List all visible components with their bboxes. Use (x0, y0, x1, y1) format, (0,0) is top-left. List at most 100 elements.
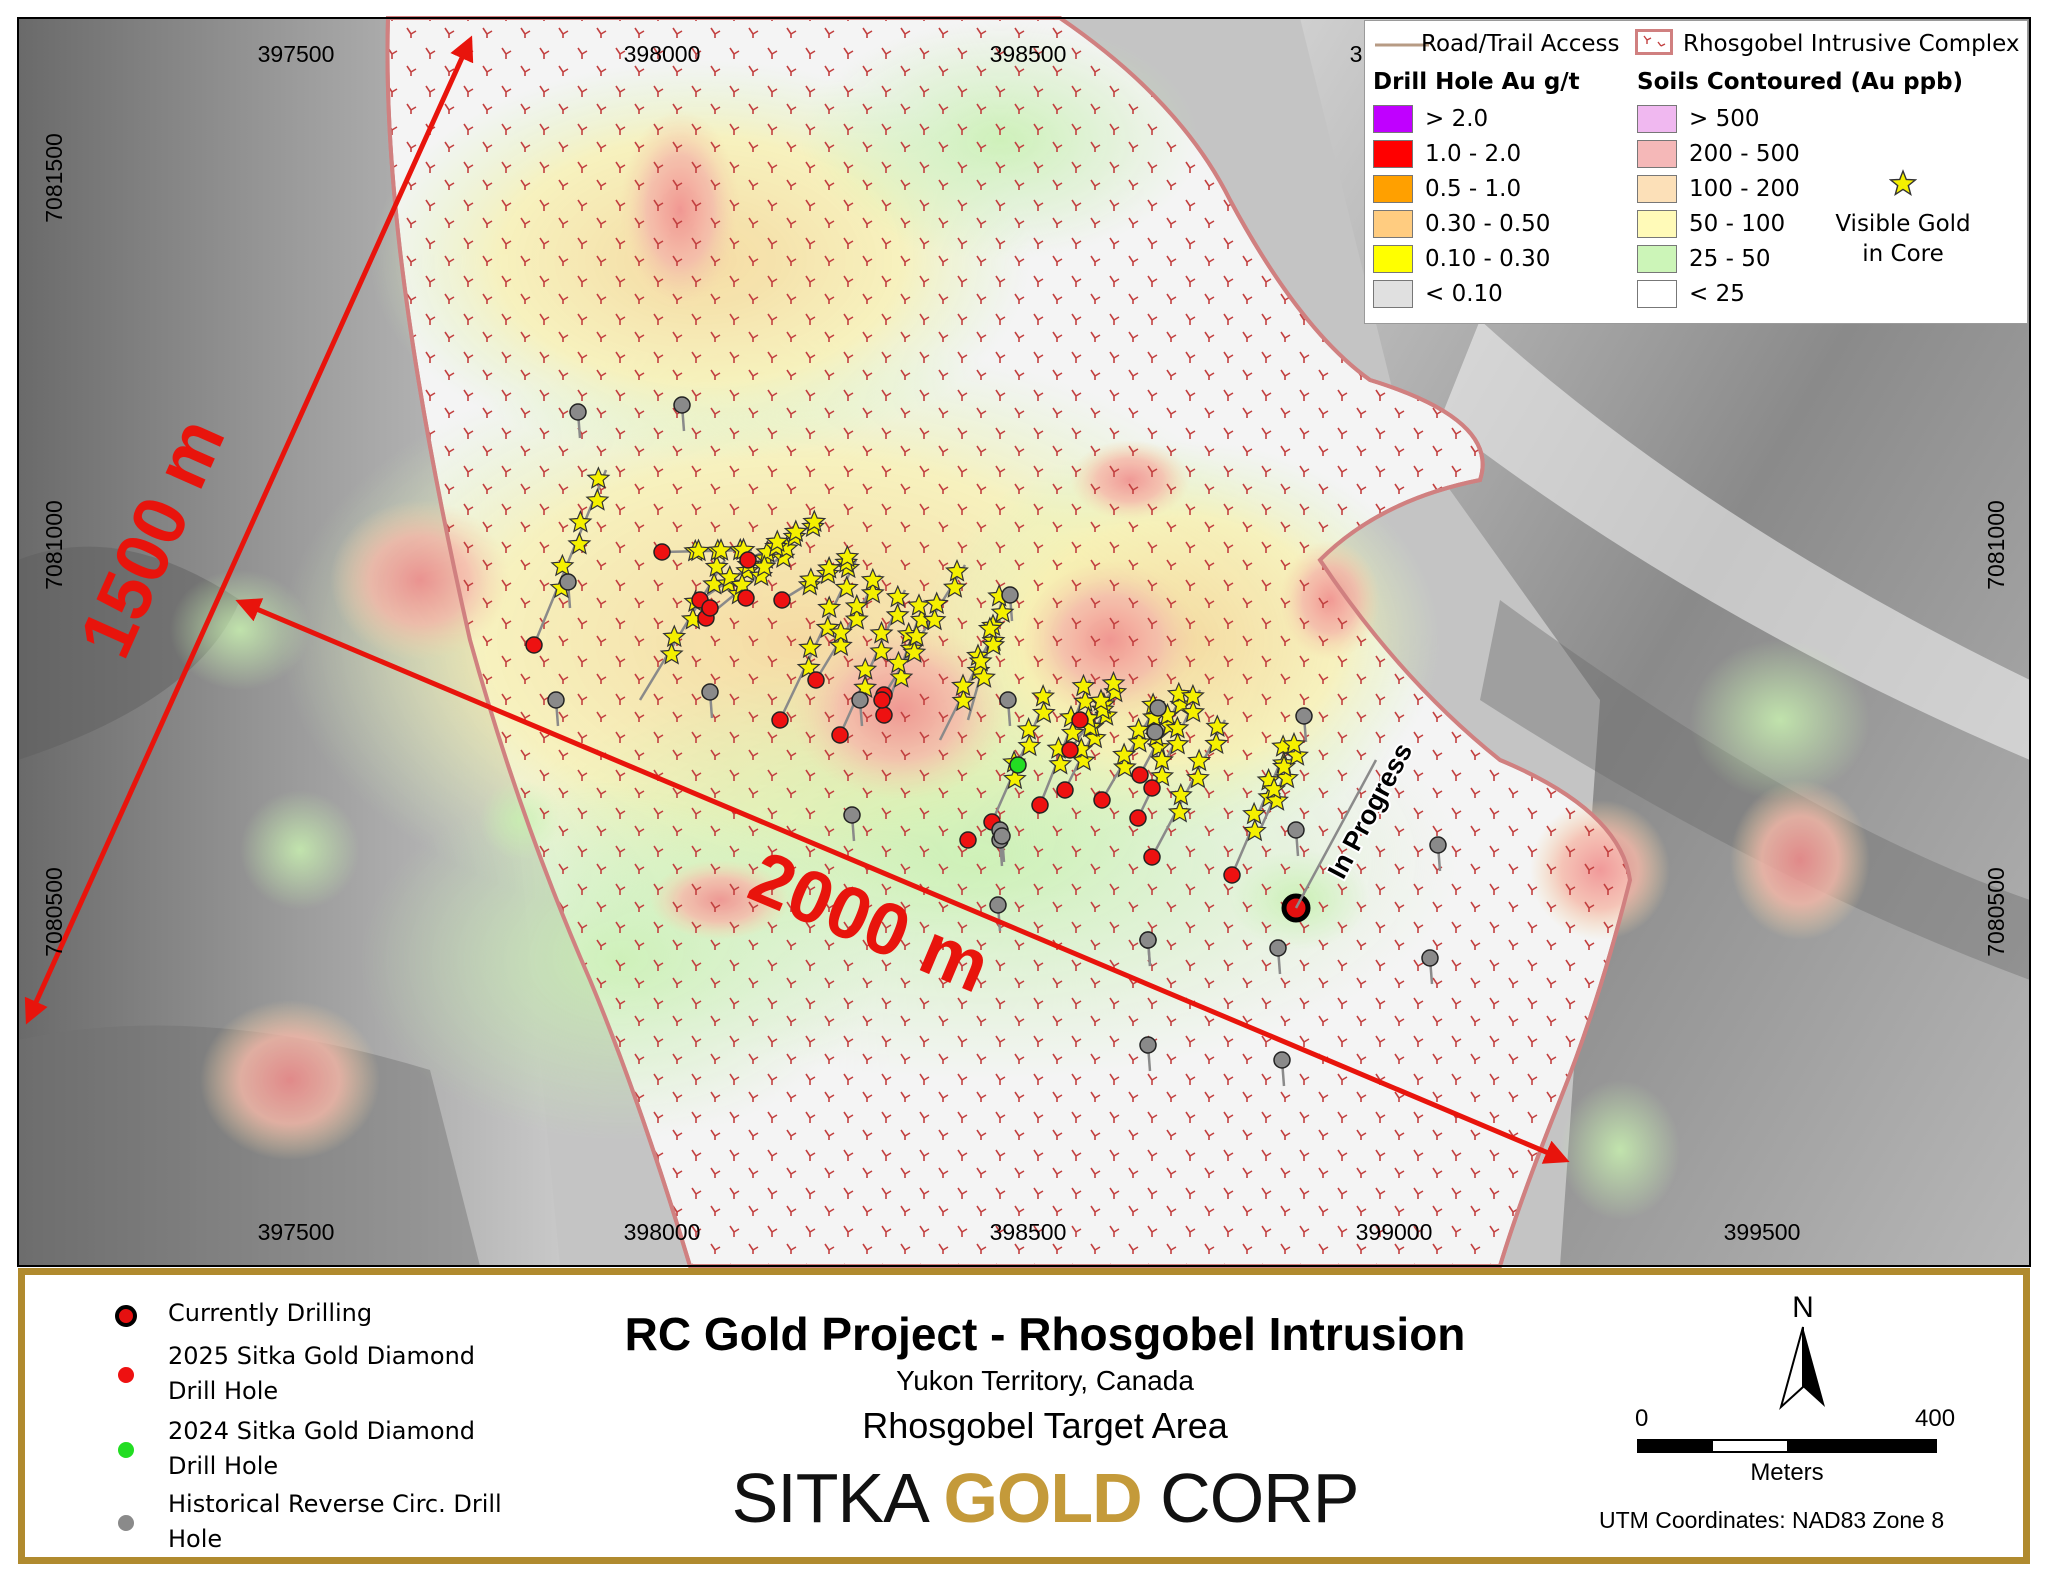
map-legend: Road/Trail Access Rhosgobel Intrusive Co… (1364, 20, 2028, 324)
sitka-gold-corp-logo: SITKA GOLD CORP (445, 1459, 1645, 1537)
left-tick-7081500: 7081500 (41, 133, 67, 223)
soil-class-label: > 500 (1689, 106, 1760, 132)
drill-class-label: 1.0 - 2.0 (1425, 141, 1522, 167)
drill-collar (771, 711, 789, 729)
drill-class-swatch (1373, 105, 1413, 133)
drill-collar (1093, 791, 1111, 809)
road-line-icon (1375, 43, 1429, 47)
map-border (17, 17, 2031, 1267)
legend-sitka-2025-line1: 2025 Sitka Gold Diamond (168, 1342, 476, 1370)
drill-class-label: > 2.0 (1425, 106, 1489, 132)
drill-collar (959, 831, 977, 849)
drill-class-swatch (1373, 280, 1413, 308)
drill-collar (1056, 781, 1074, 799)
top-tick-398000: 398000 (624, 41, 701, 67)
soil-class-swatch (1637, 280, 1677, 308)
drill-collar (1031, 796, 1049, 814)
drill-collar (831, 726, 849, 744)
left-tick-7080500: 7080500 (41, 867, 67, 957)
bottom-tick-399000: 399000 (1356, 1219, 1433, 1245)
distance-arrow-2000m (235, 598, 1570, 1164)
drill-collar (701, 599, 719, 617)
drill-collar (701, 683, 719, 701)
legend-road-label: Road/Trail Access (1421, 31, 1620, 57)
right-tick-7080500: 7080500 (1983, 867, 2009, 957)
bottom-tick-399500: 399500 (1724, 1219, 1801, 1245)
legend-sitka-2024-line1: 2024 Sitka Gold Diamond (168, 1417, 476, 1445)
left-tick-7081000: 7081000 (41, 500, 67, 590)
drill-collar (1149, 699, 1167, 717)
sitka-2024-symbol (118, 1442, 134, 1458)
north-label: N (1792, 1291, 1814, 1324)
soil-class-swatch (1637, 105, 1677, 133)
drill-collar (1071, 711, 1089, 729)
legend-historical-line1: Historical Reverse Circ. Drill (168, 1490, 502, 1518)
scale-bar (1637, 1439, 1937, 1453)
drill-collar (1131, 766, 1149, 784)
visible-gold-star (550, 553, 575, 577)
legend-sitka-2025-line2: Drill Hole (168, 1377, 279, 1405)
drill-collar (1143, 848, 1161, 866)
legend-soil-heading: Soils Contoured (Au ppb) (1637, 69, 1964, 95)
drill-collar (1009, 756, 1027, 774)
bottom-tick-398500: 398500 (990, 1219, 1067, 1245)
drill-collar (843, 806, 861, 824)
drill-class-swatch (1373, 210, 1413, 238)
right-tick-7081000: 7081000 (1983, 500, 2009, 590)
drill-collar (525, 636, 543, 654)
map-title: RC Gold Project - Rhosgobel Intrusion (624, 1308, 1466, 1360)
drill-class-label: 0.5 - 1.0 (1425, 176, 1522, 202)
soil-class-label: 100 - 200 (1689, 176, 1800, 202)
visible-gold-star (835, 544, 860, 568)
visible-gold-star (765, 529, 790, 553)
soil-class-label: 50 - 100 (1689, 211, 1786, 237)
visible-gold-star (730, 572, 754, 596)
drill-class-label: 0.30 - 0.50 (1425, 211, 1551, 237)
map-subtitle: Yukon Territory, Canada (896, 1365, 1194, 1396)
visible-gold-star (704, 554, 729, 578)
intrusive-swatch-icon (1635, 29, 1673, 55)
top-tick-397500: 397500 (258, 41, 335, 67)
drill-class-swatch (1373, 175, 1413, 203)
drill-collar (1295, 707, 1313, 725)
drill-collar (1273, 1051, 1291, 1069)
drill-collar (1429, 836, 1447, 854)
coordinate-labels: 397500 398000 398500 3 397500 398000 398… (41, 41, 2009, 1245)
scale-units-label: Meters (1750, 1459, 1824, 1486)
logo-corp: CORP (1160, 1459, 1359, 1537)
scale-start-label: 0 (1635, 1405, 1649, 1432)
drill-collar (875, 706, 893, 724)
currently-drilling-symbol (115, 1305, 137, 1327)
scale-end-label: 400 (1915, 1405, 1956, 1432)
visible-gold-star (945, 558, 969, 582)
drill-collar (999, 691, 1017, 709)
drill-collar (569, 403, 587, 421)
bottom-tick-398000: 398000 (624, 1219, 701, 1245)
drill-collar (993, 827, 1011, 845)
visible-gold-star (817, 555, 842, 579)
top-tick-partial: 3 (1350, 41, 1363, 67)
drill-collar (737, 589, 755, 607)
soil-class-label: < 25 (1689, 281, 1745, 307)
drill-collar (1146, 723, 1164, 741)
visible-gold-star (798, 567, 823, 590)
drill-collar (1129, 809, 1147, 827)
visible-gold-star (783, 519, 808, 543)
drill-collar (1061, 741, 1079, 759)
legend-currently-drilling: Currently Drilling (168, 1299, 373, 1327)
sitka-2025-symbol (118, 1367, 134, 1383)
logo-gold: GOLD (943, 1459, 1142, 1537)
visible-gold-star (942, 575, 967, 598)
title-block: Currently Drilling 2025 Sitka Gold Diamo… (18, 1268, 2030, 1564)
visible-gold-star (802, 509, 827, 533)
soil-class-swatch (1637, 175, 1677, 203)
soil-class-label: 25 - 50 (1689, 246, 1771, 272)
drill-class-swatch (1373, 245, 1413, 273)
visible-gold-star (834, 575, 859, 599)
drill-collar (1287, 821, 1305, 839)
drill-collar (851, 691, 869, 709)
historical-rc-symbol (118, 1515, 134, 1531)
drill-collar (773, 591, 791, 609)
north-arrow-icon (1779, 1326, 1825, 1411)
drill-collar (807, 671, 825, 689)
